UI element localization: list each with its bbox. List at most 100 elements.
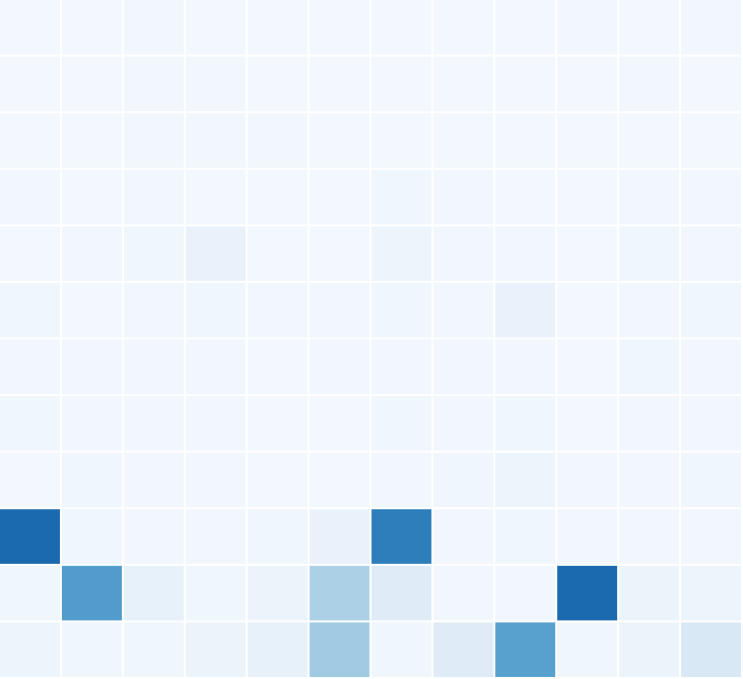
heatmap-cell-r8-c10 xyxy=(619,452,680,508)
heatmap-cell-r9-c6 xyxy=(371,509,432,564)
heatmap-cell-r0-c2 xyxy=(123,0,184,55)
heatmap-cell-r6-c9 xyxy=(557,339,618,395)
heatmap-cell-r5-c3 xyxy=(185,282,246,338)
heatmap-cell-r5-c9 xyxy=(557,282,618,338)
heatmap-cell-r11-c5 xyxy=(309,622,370,677)
heatmap-cell-r8-c8 xyxy=(495,452,556,508)
heatmap-cell-r0-c9 xyxy=(557,0,618,55)
heatmap-cell-r7-c2 xyxy=(123,396,184,451)
heatmap-cell-r11-c10 xyxy=(619,622,680,677)
heatmap-cell-r2-c3 xyxy=(185,113,246,168)
heatmap-cell-r2-c2 xyxy=(123,113,184,168)
heatmap-cell-r10-c3 xyxy=(185,565,246,621)
heatmap-cell-r2-c0 xyxy=(0,113,60,168)
heatmap-cell-r10-c10 xyxy=(619,565,680,621)
heatmap-cell-r3-c5 xyxy=(309,169,370,225)
heatmap-cell-r8-c5 xyxy=(309,452,370,508)
heatmap-cell-r1-c3 xyxy=(185,56,246,112)
heatmap-cell-r3-c9 xyxy=(557,169,618,225)
heatmap-cell-r3-c8 xyxy=(495,169,556,225)
heatmap-cell-r1-c8 xyxy=(495,56,556,112)
heatmap-cell-r4-c9 xyxy=(557,226,618,281)
heatmap-cell-r6-c1 xyxy=(61,339,122,395)
heatmap-cell-r2-c11 xyxy=(681,113,741,168)
heatmap-cell-r0-c1 xyxy=(61,0,122,55)
heatmap-cell-r10-c7 xyxy=(433,565,494,621)
heatmap-cell-r2-c7 xyxy=(433,113,494,168)
heatmap-cell-r11-c11 xyxy=(681,622,741,677)
heatmap-cell-r11-c4 xyxy=(247,622,308,677)
heatmap-cell-r5-c11 xyxy=(681,282,741,338)
heatmap-cell-r1-c4 xyxy=(247,56,308,112)
heatmap-cell-r3-c7 xyxy=(433,169,494,225)
heatmap-cell-r0-c6 xyxy=(371,0,432,55)
heatmap-cell-r3-c11 xyxy=(681,169,741,225)
heatmap-cell-r9-c10 xyxy=(619,509,680,564)
heatmap-cell-r11-c2 xyxy=(123,622,184,677)
heatmap-cell-r1-c6 xyxy=(371,56,432,112)
heatmap-cell-r9-c1 xyxy=(61,509,122,564)
heatmap-cell-r3-c4 xyxy=(247,169,308,225)
heatmap-cell-r6-c11 xyxy=(681,339,741,395)
heatmap-cell-r9-c3 xyxy=(185,509,246,564)
heatmap-cell-r1-c9 xyxy=(557,56,618,112)
heatmap-cell-r1-c5 xyxy=(309,56,370,112)
heatmap-cell-r6-c5 xyxy=(309,339,370,395)
heatmap-cell-r10-c5 xyxy=(309,565,370,621)
heatmap-cell-r0-c8 xyxy=(495,0,556,55)
heatmap-cell-r6-c10 xyxy=(619,339,680,395)
heatmap-cell-r7-c5 xyxy=(309,396,370,451)
heatmap-cell-r6-c4 xyxy=(247,339,308,395)
heatmap-cell-r7-c1 xyxy=(61,396,122,451)
heatmap-cell-r6-c3 xyxy=(185,339,246,395)
heatmap-cell-r4-c2 xyxy=(123,226,184,281)
heatmap-cell-r10-c9 xyxy=(557,565,618,621)
heatmap-cell-r0-c0 xyxy=(0,0,60,55)
heatmap-cell-r1-c0 xyxy=(0,56,60,112)
heatmap-cell-r9-c8 xyxy=(495,509,556,564)
heatmap-cell-r7-c8 xyxy=(495,396,556,451)
heatmap-cell-r4-c6 xyxy=(371,226,432,281)
heatmap-cell-r2-c5 xyxy=(309,113,370,168)
heatmap-cell-r4-c10 xyxy=(619,226,680,281)
heatmap-cell-r7-c0 xyxy=(0,396,60,451)
heatmap-cell-r8-c6 xyxy=(371,452,432,508)
heatmap-cell-r7-c6 xyxy=(371,396,432,451)
heatmap-cell-r8-c4 xyxy=(247,452,308,508)
heatmap-cell-r1-c11 xyxy=(681,56,741,112)
heatmap-cell-r11-c0 xyxy=(0,622,60,677)
heatmap-cell-r4-c7 xyxy=(433,226,494,281)
heatmap-cell-r5-c6 xyxy=(371,282,432,338)
heatmap-cell-r0-c5 xyxy=(309,0,370,55)
heatmap-cell-r5-c10 xyxy=(619,282,680,338)
heatmap-cell-r0-c4 xyxy=(247,0,308,55)
heatmap-cell-r9-c9 xyxy=(557,509,618,564)
heatmap-cell-r10-c2 xyxy=(123,565,184,621)
heatmap-cell-r3-c6 xyxy=(371,169,432,225)
heatmap-cell-r6-c8 xyxy=(495,339,556,395)
heatmap-cell-r2-c1 xyxy=(61,113,122,168)
heatmap-cell-r2-c6 xyxy=(371,113,432,168)
heatmap-cell-r5-c7 xyxy=(433,282,494,338)
heatmap-cell-r2-c10 xyxy=(619,113,680,168)
heatmap-cell-r3-c1 xyxy=(61,169,122,225)
heatmap-cell-r4-c1 xyxy=(61,226,122,281)
heatmap-cell-r8-c3 xyxy=(185,452,246,508)
heatmap-cell-r0-c10 xyxy=(619,0,680,55)
heatmap-cell-r9-c7 xyxy=(433,509,494,564)
heatmap-cell-r11-c7 xyxy=(433,622,494,677)
heatmap-cell-r4-c4 xyxy=(247,226,308,281)
heatmap-cell-r7-c11 xyxy=(681,396,741,451)
heatmap-cell-r5-c0 xyxy=(0,282,60,338)
heatmap-cell-r6-c6 xyxy=(371,339,432,395)
heatmap-cell-r10-c1 xyxy=(61,565,122,621)
heatmap-cell-r9-c11 xyxy=(681,509,741,564)
heatmap-cell-r6-c7 xyxy=(433,339,494,395)
heatmap-cell-r3-c0 xyxy=(0,169,60,225)
heatmap-cell-r4-c8 xyxy=(495,226,556,281)
heatmap-cell-r9-c5 xyxy=(309,509,370,564)
heatmap-cell-r11-c3 xyxy=(185,622,246,677)
heatmap-cell-r6-c0 xyxy=(0,339,60,395)
heatmap-cell-r9-c2 xyxy=(123,509,184,564)
